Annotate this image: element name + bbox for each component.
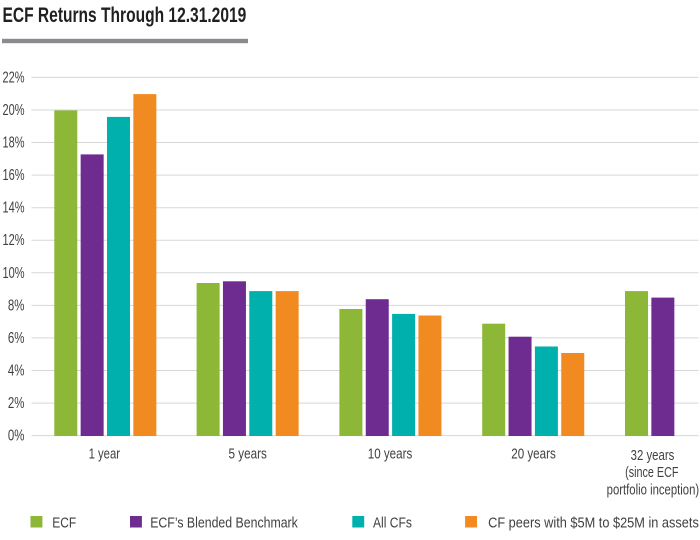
svg-text:CF peers with $5M to $25M in a: CF peers with $5M to $25M in assets [488, 514, 699, 531]
svg-text:6%: 6% [8, 329, 25, 346]
svg-text:32 years: 32 years [631, 446, 675, 463]
svg-text:18%: 18% [2, 134, 24, 151]
svg-text:5 years: 5 years [229, 445, 268, 462]
svg-text:All CFs: All CFs [373, 514, 412, 531]
svg-text:1 year: 1 year [89, 445, 121, 462]
svg-text:0%: 0% [8, 427, 25, 444]
svg-text:22%: 22% [2, 69, 24, 86]
svg-text:ECF Returns Through 12.31.2019: ECF Returns Through 12.31.2019 [3, 3, 247, 27]
svg-text:8%: 8% [8, 297, 25, 314]
svg-text:14%: 14% [2, 199, 24, 216]
svg-text:16%: 16% [2, 166, 24, 183]
svg-text:portfolio inception): portfolio inception) [607, 481, 699, 498]
svg-text:(since ECF: (since ECF [625, 463, 678, 480]
svg-text:ECF: ECF [52, 514, 76, 531]
svg-text:12%: 12% [2, 231, 24, 248]
svg-text:20 years: 20 years [511, 445, 556, 462]
svg-text:20%: 20% [2, 101, 24, 118]
svg-text:ECF’s Blended Benchmark: ECF’s Blended Benchmark [150, 514, 298, 530]
svg-text:2%: 2% [8, 394, 25, 411]
svg-text:10%: 10% [2, 264, 24, 281]
svg-text:4%: 4% [8, 362, 25, 379]
svg-text:10 years: 10 years [368, 445, 413, 462]
